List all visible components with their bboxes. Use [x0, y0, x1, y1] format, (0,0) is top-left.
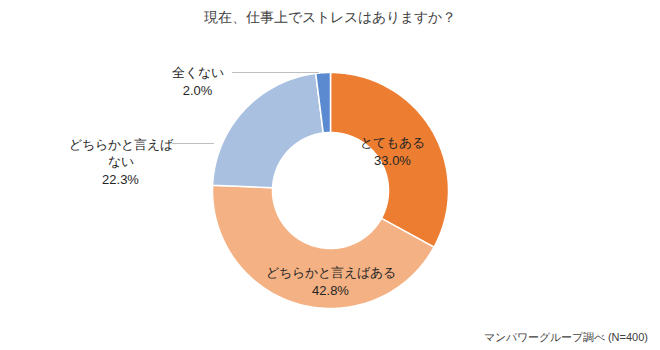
svg-text:どちらかと言えばある42.8%: どちらかと言えばある42.8% — [266, 265, 396, 298]
svg-text:全くない2.0%: 全くない2.0% — [172, 65, 224, 98]
html-text:マンパワーグループ調べ (N=400): マンパワーグループ調べ (N=400) — [483, 331, 648, 343]
svg-text:とてもある33.0%: とてもある33.0% — [360, 135, 425, 168]
svg-text:どちらかと言えばない22.3%: どちらかと言えばない22.3% — [69, 137, 174, 187]
html-text:現在、仕事上でストレスはありますか？: 現在、仕事上でストレスはありますか？ — [204, 9, 456, 25]
